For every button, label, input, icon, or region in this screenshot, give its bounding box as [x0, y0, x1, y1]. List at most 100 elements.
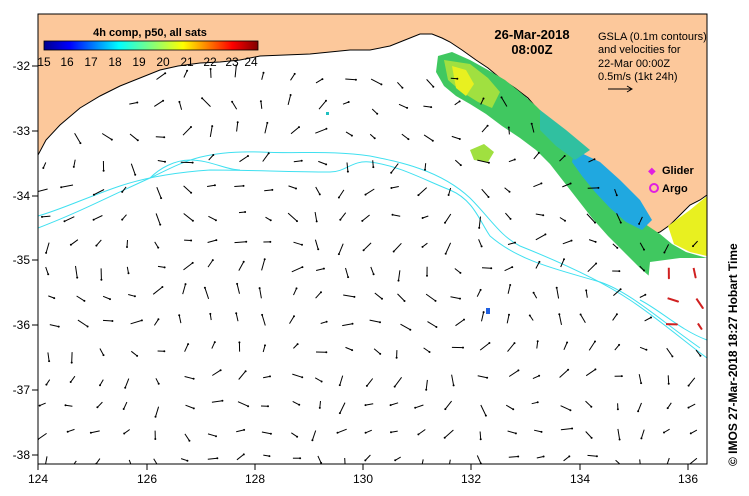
velocity-arrow	[585, 290, 588, 298]
scale-arrow-icon	[608, 85, 633, 93]
velocity-arrow-head	[211, 125, 214, 128]
velocity-arrow-head	[60, 186, 63, 189]
velocity-arrow-head	[48, 360, 51, 363]
velocity-arrow	[315, 78, 323, 84]
velocity-arrow-head	[536, 401, 539, 404]
velocity-arrow-head	[353, 295, 356, 298]
velocity-arrow-head	[245, 240, 248, 243]
velocity-arrow	[587, 263, 597, 273]
x-tick-label: 128	[245, 472, 265, 486]
sst-band-teal	[540, 110, 590, 160]
velocity-arrow	[448, 187, 452, 196]
velocity-arrow-head	[513, 342, 516, 345]
velocity-arrow	[692, 267, 697, 278]
velocity-arrow-head	[214, 219, 217, 222]
velocity-arrow	[290, 126, 300, 135]
velocity-arrow-head	[542, 214, 545, 217]
colorbar-tick: 21	[180, 55, 194, 69]
velocity-arrow-head	[508, 190, 511, 193]
velocity-arrow-head	[318, 193, 321, 196]
velocity-arrow-head	[289, 94, 292, 96]
velocity-arrow	[317, 455, 322, 464]
velocity-arrow-head	[201, 97, 204, 100]
velocity-arrow	[479, 342, 490, 351]
sst-band-green	[436, 52, 707, 296]
velocity-arrow-head	[401, 86, 404, 89]
velocity-arrow	[398, 103, 408, 109]
velocity-arrow-head	[380, 83, 383, 86]
velocity-arrow-head	[564, 219, 566, 222]
velocity-arrow	[505, 404, 514, 410]
velocity-arrow-head	[482, 97, 485, 100]
velocity-arrow	[508, 456, 519, 458]
velocity-arrow-head	[41, 215, 43, 218]
velocity-arrow	[315, 291, 322, 299]
velocity-arrow-head	[458, 138, 461, 140]
velocity-arrow-head	[336, 431, 339, 434]
velocity-arrow	[371, 108, 378, 115]
velocity-arrow	[390, 163, 399, 174]
velocity-arrow-head	[164, 160, 166, 163]
velocity-arrow-head	[650, 316, 652, 319]
x-tick-label: 132	[461, 472, 481, 486]
velocity-arrow	[154, 241, 159, 248]
velocity-arrow-head	[244, 370, 247, 373]
velocity-arrow-head	[568, 455, 571, 458]
velocity-arrow	[563, 456, 570, 462]
velocity-arrow-head	[293, 72, 296, 75]
velocity-arrow-head	[64, 404, 67, 407]
velocity-arrow	[42, 162, 47, 169]
colorbar-gradient	[43, 40, 259, 51]
velocity-arrow-head	[579, 313, 582, 316]
velocity-arrow-head	[268, 455, 271, 458]
velocity-arrow	[614, 189, 618, 196]
velocity-arrow-head	[325, 320, 328, 323]
velocity-arrow	[287, 212, 298, 222]
velocity-arrow-head	[262, 71, 265, 74]
velocity-arrow-head	[595, 455, 598, 458]
velocity-arrow	[235, 313, 239, 322]
velocity-arrow	[588, 158, 595, 163]
velocity-arrow-head	[618, 343, 621, 346]
velocity-arrow-head	[459, 297, 461, 300]
velocity-arrow-head	[351, 349, 354, 352]
velocity-arrow	[343, 294, 355, 298]
velocity-arrow-head	[594, 368, 597, 371]
velocity-arrow	[339, 375, 344, 386]
velocity-arrow	[418, 429, 426, 435]
velocity-arrow	[663, 244, 670, 253]
velocity-arrow	[236, 454, 245, 461]
velocity-arrow-head	[417, 194, 420, 197]
velocity-arrow	[314, 239, 319, 250]
velocity-arrow	[292, 400, 300, 406]
velocity-arrow	[451, 135, 460, 140]
velocity-arrow-head	[379, 321, 381, 324]
velocity-arrow-head	[63, 220, 66, 223]
velocity-arrow	[231, 101, 238, 110]
velocity-arrow	[455, 319, 465, 327]
velocity-arrow	[423, 134, 434, 142]
velocity-arrow-head	[154, 438, 157, 440]
velocity-arrow-head	[379, 352, 382, 355]
velocity-arrow-head	[391, 213, 394, 216]
velocity-arrow-head	[136, 354, 139, 357]
velocity-arrow-head	[372, 273, 375, 276]
velocity-arrow-head	[57, 325, 60, 328]
velocity-arrow-head	[444, 221, 446, 224]
velocity-arrow-head	[362, 249, 365, 252]
velocity-arrow	[454, 268, 461, 274]
velocity-arrow	[45, 242, 50, 254]
velocity-arrow-head	[537, 151, 540, 154]
velocity-arrow-head	[320, 380, 323, 383]
velocity-arrow-head	[459, 271, 462, 274]
velocity-arrow	[152, 286, 163, 295]
velocity-arrow	[93, 215, 103, 221]
velocity-arrow	[207, 433, 217, 437]
platform-legend: ◆ Glider Argo	[648, 165, 695, 195]
velocity-arrow	[207, 239, 217, 243]
velocity-arrow	[533, 429, 542, 433]
velocity-arrow	[587, 454, 597, 457]
velocity-arrow	[265, 216, 271, 221]
x-tick-label: 126	[137, 472, 157, 486]
